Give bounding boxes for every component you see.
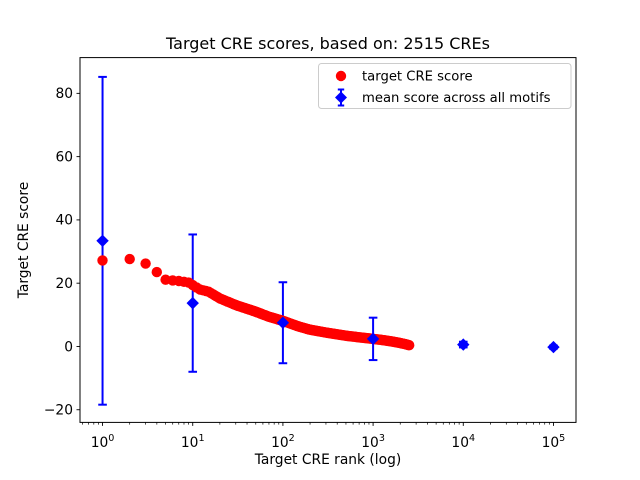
y-tick-label: 40 [55,213,73,229]
x-axis-label: Target CRE rank (log) [254,452,401,468]
legend-mean-score-marker [335,91,347,104]
target-score-dot [97,255,108,266]
y-major-ticks: −20 0 20 40 60 80 [44,86,80,419]
legend: target CRE score mean score across all m… [318,63,572,109]
legend-markers [335,70,347,107]
y-tick-label: −20 [44,403,73,419]
mean-score-diamond [366,332,380,346]
legend-entry-mean-score: mean score across all motifs [362,91,551,106]
target-score-dot [124,253,135,265]
y-tick-label: 0 [64,339,73,355]
y-tick-label: 20 [55,276,73,292]
y-tick-label: 60 [55,149,73,165]
mean-score-diamond [186,296,199,310]
chart-title: Target CRE scores, based on: 2515 CREs [165,34,490,53]
target-score-dot [140,258,151,269]
legend-box [318,63,572,109]
mean-score-diamond [547,340,560,354]
legend-target-score-marker [335,70,347,82]
x-tick-label: 105 [542,433,566,451]
axes-frame [79,57,577,423]
y-axis-label: Target CRE score [16,182,32,299]
target-score-dot [151,266,162,278]
x-tick-label: 102 [271,433,295,451]
mean-score-diamond [276,316,290,329]
x-tick-label: 104 [451,433,475,451]
legend-entry-target-score: target CRE score [362,70,473,85]
error-bar-lines [98,75,558,406]
mean-score-diamond [96,234,109,247]
y-tick-label: 80 [55,86,73,102]
target-score-series [97,253,415,351]
mean-score-diamonds [96,234,560,354]
x-tick-label: 101 [181,433,205,451]
x-major-ticks: 100 101 102 103 104 105 [91,422,566,451]
mean-score-diamond [457,338,470,351]
x-tick-label: 103 [361,433,385,451]
x-tick-label: 100 [91,433,115,451]
target-score-dot [404,340,415,351]
